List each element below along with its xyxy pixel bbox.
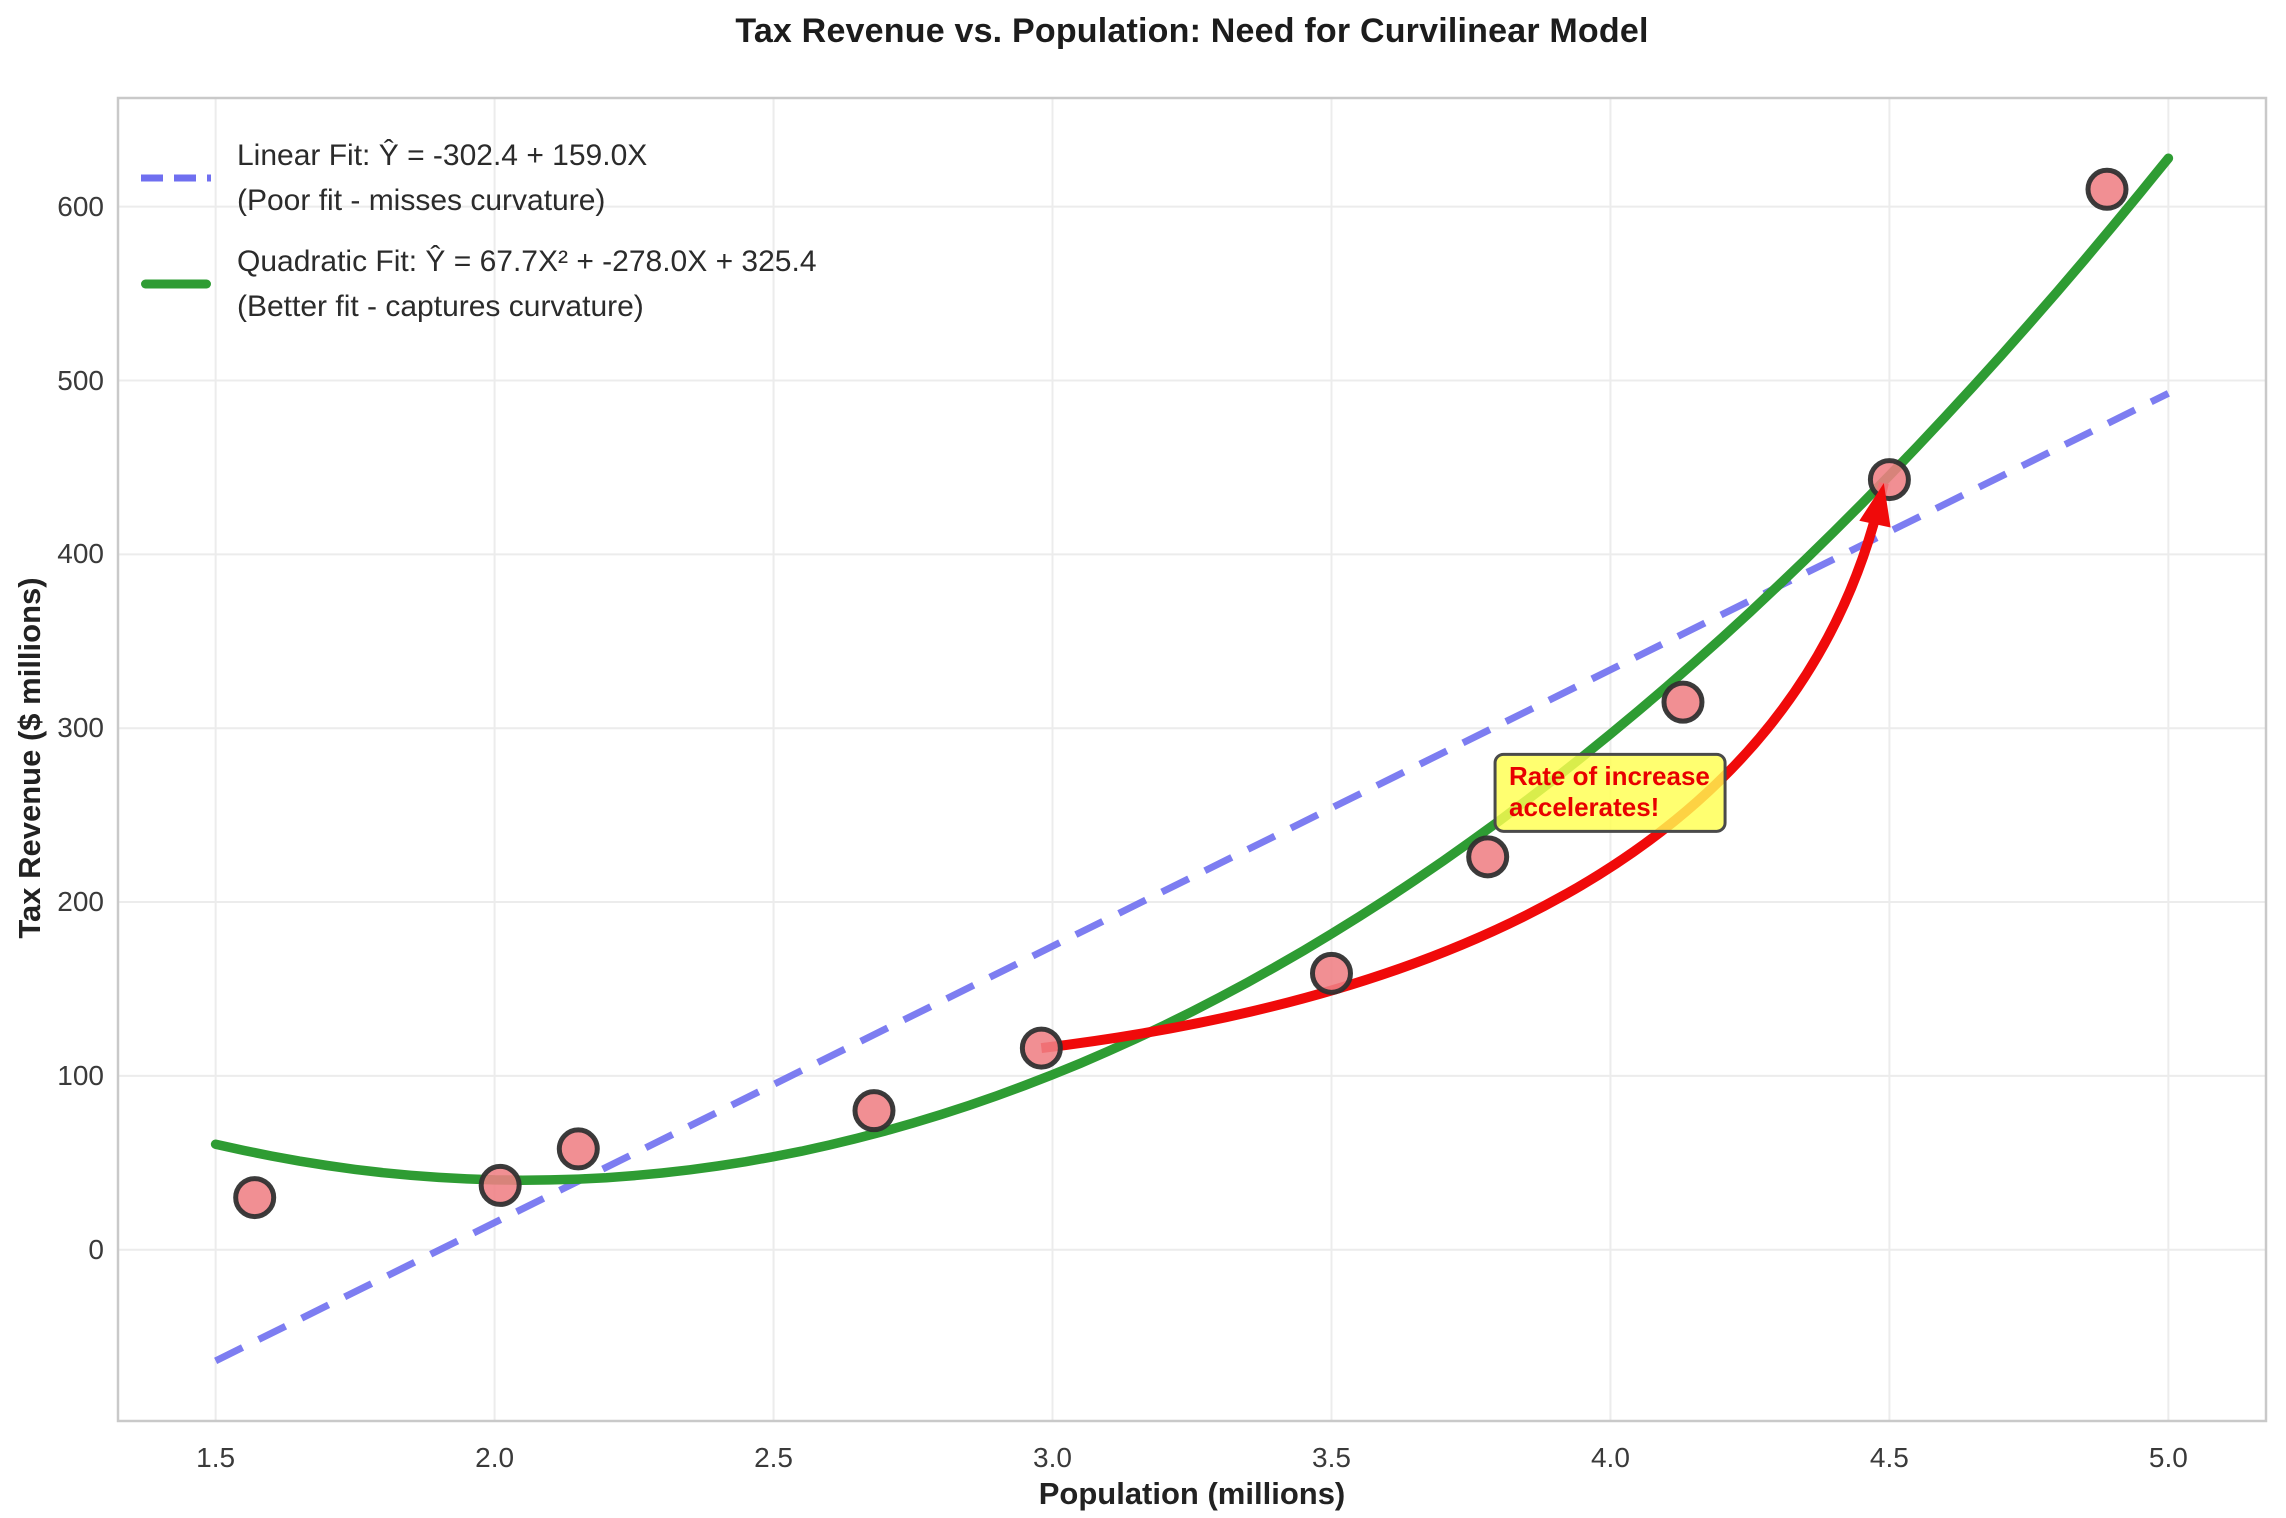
legend: Linear Fit: Ŷ = -302.4 + 159.0X (Poor fi… <box>141 133 817 345</box>
data-point <box>1661 680 1705 724</box>
legend-label-quadratic-equation: Quadratic Fit: Ŷ = 67.7X² + -278.0X + 32… <box>237 245 817 278</box>
y-tick-label: 400 <box>57 538 104 570</box>
y-tick-label: 100 <box>57 1059 104 1091</box>
y-tick-label: 300 <box>57 712 104 744</box>
y-tick-label: 500 <box>57 364 104 396</box>
legend-label-linear-equation: Linear Fit: Ŷ = -302.4 + 159.0X <box>237 139 648 172</box>
annotation-line-2: accelerates! <box>1509 791 1660 822</box>
data-point <box>852 1089 896 1133</box>
data-point <box>1466 835 1510 879</box>
x-tick-label: 1.5 <box>196 1442 236 1473</box>
x-axis-label: Population (millions) <box>1038 1476 1346 1511</box>
chart-title: Tax Revenue vs. Population: Need for Cur… <box>735 12 1649 50</box>
quadratic-fit-solid-swatch-icon <box>141 279 211 289</box>
x-tick-label: 5.0 <box>2148 1442 2188 1473</box>
arrowhead-icon <box>1859 483 1891 528</box>
x-tick-label: 4.5 <box>1869 1442 1909 1473</box>
annotation-arrowhead <box>1859 483 1891 528</box>
scatter-points <box>233 167 2129 1220</box>
annotation-callout: Rate of increase accelerates! <box>1494 752 1727 833</box>
legend-label-linear: Linear Fit: Ŷ = -302.4 + 159.0X (Poor fi… <box>237 133 647 223</box>
plot-border <box>116 96 2268 1423</box>
y-tick-label: 0 <box>88 1233 104 1265</box>
data-point <box>233 1176 277 1220</box>
x-tick-label: 3.5 <box>1312 1442 1351 1473</box>
linear-fit-line <box>214 390 2170 1364</box>
x-tick-label: 2.5 <box>754 1442 794 1473</box>
fit-lines <box>210 153 2174 1364</box>
legend-label-linear-note: (Poor fit - misses curvature) <box>237 184 606 217</box>
linear-fit-dashed-swatch-icon <box>141 174 211 182</box>
annotation-line-1: Rate of increase <box>1509 760 1710 791</box>
data-point <box>2085 167 2129 211</box>
data-point <box>1867 458 1911 502</box>
quadratic-fit-curve <box>210 153 2174 1185</box>
legend-entry-quadratic: Quadratic Fit: Ŷ = 67.7X² + -278.0X + 32… <box>141 239 817 329</box>
x-tick-label: 4.0 <box>1590 1442 1630 1473</box>
data-point <box>478 1163 522 1207</box>
x-tick-label: 2.0 <box>475 1442 515 1473</box>
legend-label-quadratic: Quadratic Fit: Ŷ = 67.7X² + -278.0X + 32… <box>237 239 817 329</box>
x-tick-label: 3.0 <box>1033 1442 1072 1473</box>
legend-label-quadratic-note: (Better fit - captures curvature) <box>237 290 644 323</box>
data-point <box>1019 1026 1063 1070</box>
y-tick-label: 200 <box>57 886 104 918</box>
y-tick-label: 600 <box>57 190 104 222</box>
legend-entry-linear: Linear Fit: Ŷ = -302.4 + 159.0X (Poor fi… <box>141 133 817 223</box>
data-point <box>556 1127 600 1171</box>
annotation-arrow-shaft <box>1040 482 1889 1054</box>
data-point <box>1309 951 1353 995</box>
